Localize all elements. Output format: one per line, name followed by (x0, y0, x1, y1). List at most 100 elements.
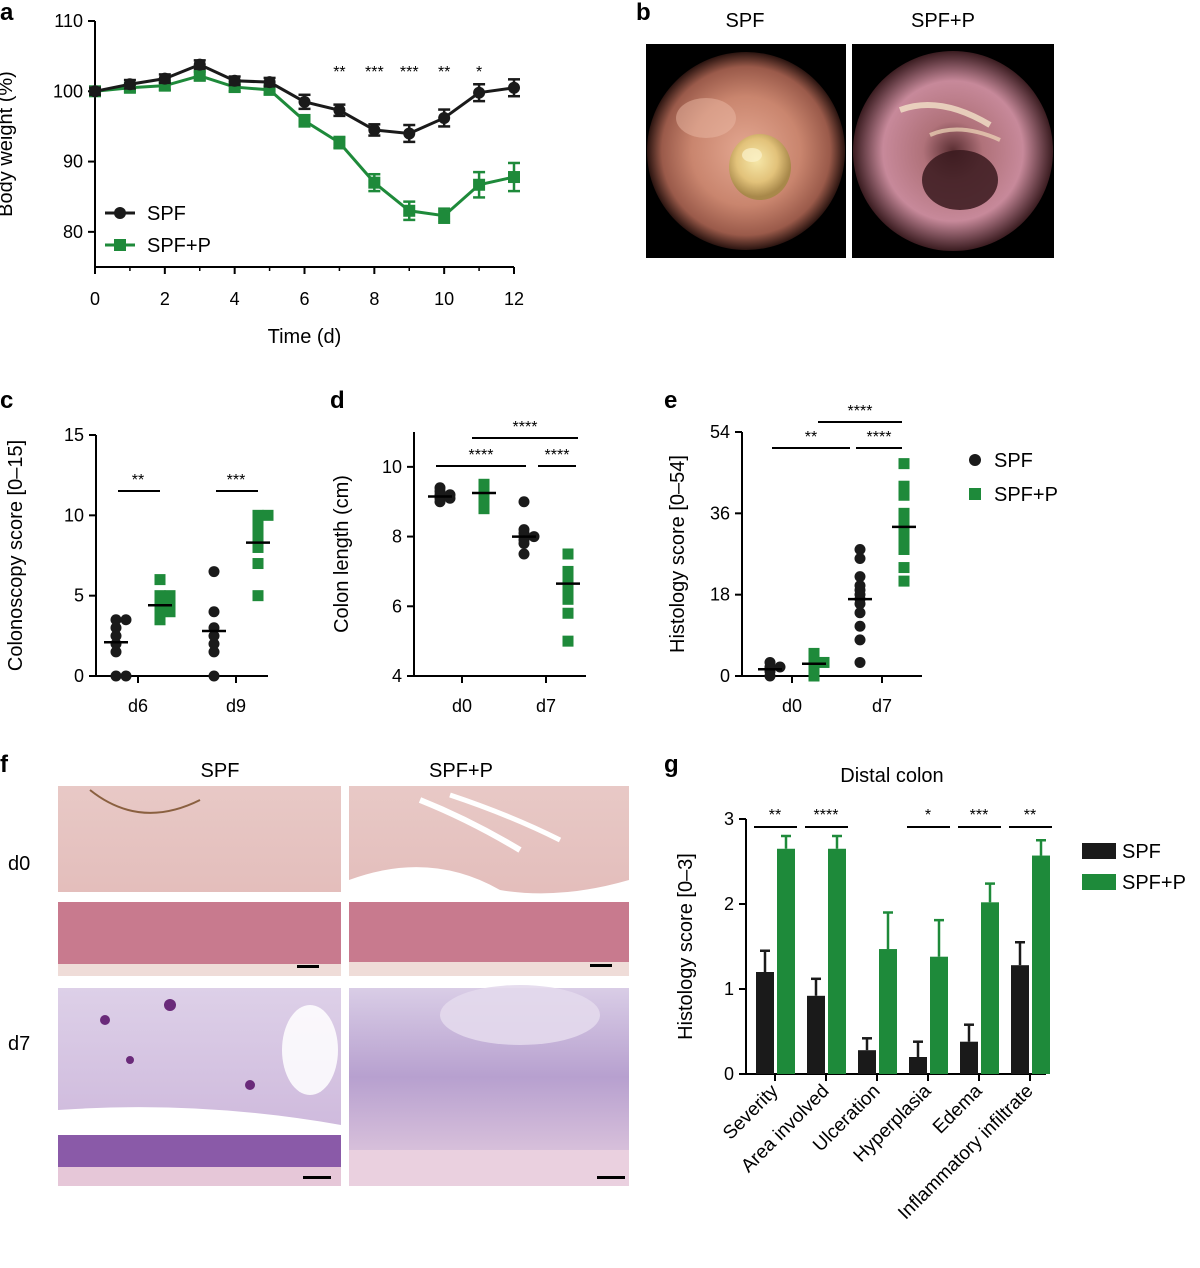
y-tick-label: 3 (724, 809, 734, 829)
data-point-spf (854, 571, 866, 583)
data-point-spf (120, 670, 132, 682)
data-point-spf (120, 614, 132, 626)
data-point-spfp (154, 598, 166, 610)
x-tick-label: 2 (160, 289, 170, 309)
y-axis-label: Histology score [0–3] (675, 853, 697, 1040)
significance-label: *** (227, 472, 246, 489)
panel-letter-g: g (664, 751, 679, 778)
significance-label: ** (805, 429, 817, 446)
data-point-spf (518, 548, 530, 560)
y-axis-label: Colon length (cm) (331, 475, 353, 633)
significance-label: *** (365, 64, 384, 81)
data-point-spfp (252, 533, 264, 545)
legend-marker (114, 239, 126, 251)
x-axis-label: Time (d) (268, 326, 342, 348)
legend-marker (1082, 843, 1116, 859)
data-point-spfp (562, 583, 574, 595)
data-point-spf (854, 620, 866, 632)
data-point-spfp (368, 176, 381, 189)
data-point-spfp (478, 496, 490, 508)
significance-label: **** (867, 429, 892, 446)
x-tick-label: d0 (452, 696, 472, 716)
data-point-spfp (562, 576, 574, 588)
bar-spf (960, 1041, 978, 1074)
y-tick-label: 4 (392, 666, 402, 686)
y-tick-label: 18 (710, 585, 730, 605)
data-point-spfp (298, 114, 311, 127)
bar-spf (807, 995, 825, 1074)
data-point-spf (854, 656, 866, 668)
y-tick-label: 10 (382, 457, 402, 477)
significance-label: ** (132, 472, 144, 489)
data-point-spf (263, 76, 276, 89)
data-point-spfp (252, 525, 264, 537)
data-point-spfp (562, 593, 574, 605)
bar-spfp (828, 848, 846, 1074)
data-point-spfp (193, 69, 206, 82)
significance-label: *** (970, 807, 989, 824)
data-point-spf (518, 524, 530, 536)
data-point-spfp (508, 171, 520, 184)
x-tick-label: 8 (369, 289, 379, 309)
data-point-spf (298, 95, 311, 108)
significance-label: ** (769, 807, 781, 824)
data-point-spfp (252, 517, 264, 529)
data-point-spf (764, 656, 776, 668)
chart-title: Distal colon (840, 765, 943, 787)
panel-letter-a: a (0, 0, 14, 26)
data-point-spfp (898, 507, 910, 519)
data-point-spf (854, 553, 866, 565)
y-axis-label: Body weight (%) (0, 71, 17, 217)
data-point-spf (228, 74, 241, 87)
y-tick-label: 90 (63, 152, 83, 172)
panel-d-colon-length-scatter: 4 6 8 10 Colon length (cm) d0 d7 **** **** **** (331, 419, 586, 716)
y-axis-label: Histology score [0–54] (667, 455, 689, 653)
endoscopy-label-spf: SPF (726, 10, 765, 32)
bar-spf (1011, 965, 1029, 1074)
significance-label: **** (513, 419, 538, 436)
data-point-spfp (898, 543, 910, 555)
bar-spf (858, 1050, 876, 1074)
data-point-spf (473, 86, 486, 99)
data-point-spfp (252, 558, 264, 570)
data-point-spfp (898, 489, 910, 501)
x-tick-label: 12 (504, 289, 524, 309)
histology-col-spfp: SPF+P (429, 760, 493, 782)
y-tick-label: 6 (392, 596, 402, 616)
data-point-spfp (252, 509, 264, 521)
x-tick-label: 4 (230, 289, 240, 309)
data-point-spf (208, 638, 220, 650)
histology-col-spf: SPF (201, 760, 240, 782)
legend-label: SPF+P (147, 235, 211, 257)
legend-label: SPF (1122, 841, 1161, 863)
bar-spfp (1032, 855, 1050, 1074)
histology-row-d7: d7 (8, 1033, 30, 1055)
data-point-spfp (438, 209, 451, 222)
data-point-spf (110, 622, 122, 634)
x-tick-label: 6 (299, 289, 309, 309)
data-point-spfp (478, 478, 490, 490)
significance-label: * (476, 64, 482, 81)
y-tick-label: 0 (74, 666, 84, 686)
data-point-spfp (154, 574, 166, 586)
data-point-spf (403, 127, 416, 140)
panel-f-histology: SPF SPF+P d0 d7 (8, 760, 629, 1186)
y-tick-label: 8 (392, 527, 402, 547)
data-point-spf (774, 661, 786, 673)
significance-label: ** (333, 64, 345, 81)
data-point-spf (89, 85, 101, 98)
data-point-spf (110, 614, 122, 626)
y-axis-label: Colonoscopy score [0–15] (5, 440, 27, 671)
significance-label: ** (438, 64, 450, 81)
panel-letter-f: f (0, 751, 9, 778)
data-point-spf (518, 496, 530, 508)
scatter-legend: SPF SPF+P (969, 450, 1058, 506)
data-point-spf (854, 580, 866, 592)
legend-marker-spfp (969, 488, 981, 500)
data-point-spfp (154, 606, 166, 618)
significance-label: **** (469, 447, 494, 464)
data-point-spfp (164, 606, 176, 618)
bar-spf (756, 972, 774, 1074)
y-tick-label: 110 (54, 11, 83, 31)
